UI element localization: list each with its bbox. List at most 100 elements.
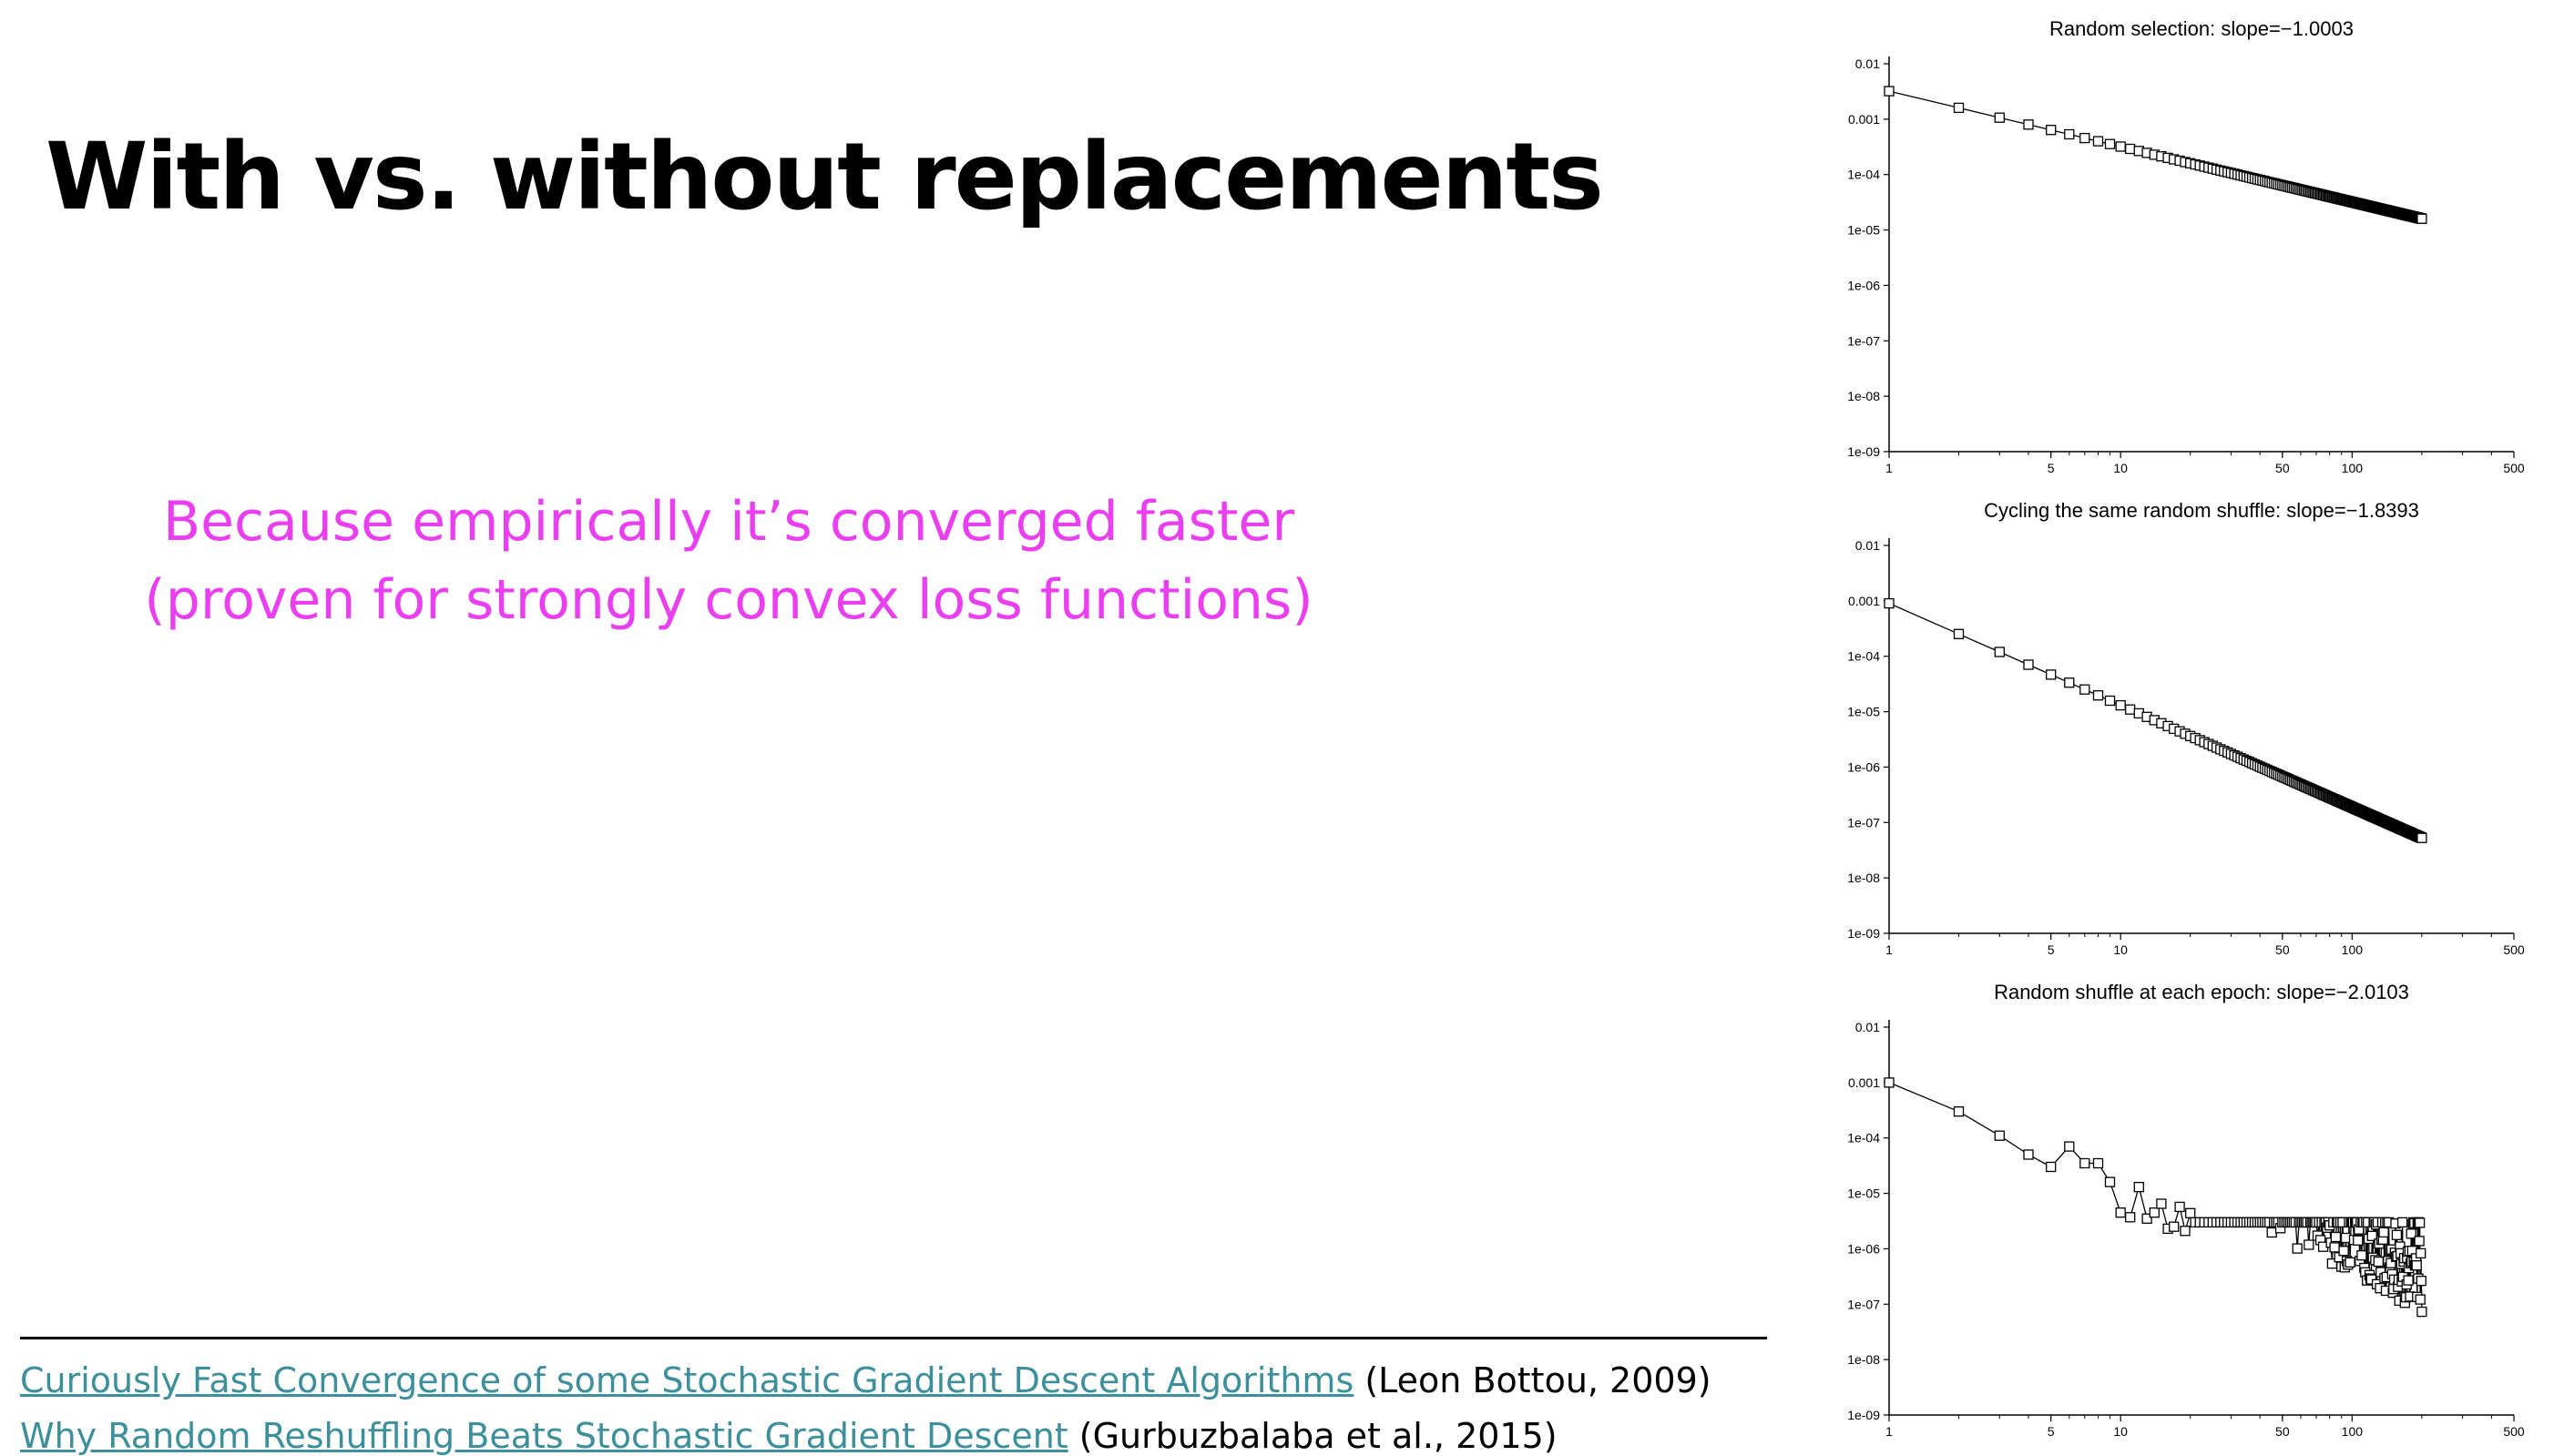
data-point-marker	[2414, 1236, 2425, 1247]
data-point-marker	[2330, 1231, 2342, 1243]
y-tick-label: 1e-04	[1847, 649, 1880, 664]
data-point-marker	[2338, 1246, 2349, 1257]
data-point-marker	[2046, 669, 2057, 680]
data-point-marker	[2416, 1276, 2426, 1287]
reference-2-citation: (Gurbuzbalaba et al., 2015)	[1068, 1416, 1558, 1456]
x-tick-label: 1	[1885, 461, 1893, 475]
x-tick-label: 5	[2048, 461, 2055, 475]
data-point-marker	[2329, 1242, 2340, 1253]
data-point-marker	[2396, 1217, 2408, 1228]
data-point-marker	[2125, 143, 2136, 155]
data-point-marker	[2149, 1207, 2160, 1218]
y-tick-label: 0.001	[1848, 1075, 1880, 1090]
y-tick-label: 1e-06	[1847, 1241, 1880, 1256]
data-point-marker	[2266, 1227, 2277, 1238]
x-tick-label: 500	[2503, 1424, 2525, 1439]
x-tick-label: 50	[2275, 942, 2290, 957]
data-point-marker	[1994, 647, 2005, 657]
y-tick-label: 1e-09	[1847, 1408, 1880, 1422]
data-point-marker	[2378, 1227, 2389, 1238]
data-point-marker	[2416, 1306, 2427, 1318]
references-divider	[20, 1337, 1767, 1339]
x-tick-label: 10	[2113, 942, 2128, 957]
data-point-marker	[2356, 1250, 2367, 1261]
chart-title: Random shuffle at each epoch: slope=−2.0…	[1994, 981, 2409, 1003]
data-point-marker	[2185, 1207, 2196, 1218]
data-point-marker	[2125, 704, 2136, 715]
y-tick-label: 1e-07	[1847, 815, 1880, 830]
data-point-marker	[2415, 1294, 2426, 1305]
data-point-marker	[1884, 1077, 1895, 1088]
x-tick-label: 100	[2342, 461, 2364, 475]
reference-1-citation: (Leon Bottou, 2009)	[1354, 1360, 1711, 1400]
chart-title: Cycling the same random shuffle: slope=−…	[1984, 499, 2419, 522]
y-tick-label: 1e-07	[1847, 333, 1880, 348]
data-point-marker	[2174, 1201, 2185, 1213]
series-line	[1888, 1082, 2423, 1312]
y-tick-label: 1e-09	[1847, 444, 1880, 459]
data-point-marker	[1953, 1106, 1965, 1117]
y-tick-label: 1e-08	[1847, 871, 1880, 885]
data-point-marker	[2064, 1141, 2075, 1152]
data-point-marker	[2079, 684, 2090, 695]
data-point-marker	[2104, 1176, 2116, 1187]
data-point-marker	[2092, 136, 2104, 147]
data-point-marker	[2180, 1226, 2191, 1237]
y-tick-label: 1e-07	[1847, 1297, 1880, 1311]
y-tick-label: 1e-09	[1847, 926, 1880, 941]
reference-1-link[interactable]: Curiously Fast Convergence of some Stoch…	[20, 1360, 1354, 1400]
reference-2: Why Random Reshuffling Beats Stochastic …	[20, 1416, 1558, 1456]
x-tick-label: 50	[2275, 461, 2290, 475]
data-point-marker	[2079, 1157, 2090, 1169]
data-point-marker	[2046, 125, 2057, 136]
y-tick-label: 1e-06	[1847, 759, 1880, 774]
reference-1: Curiously Fast Convergence of some Stoch…	[20, 1360, 1711, 1400]
y-tick-label: 1e-05	[1847, 223, 1880, 238]
data-point-marker	[2353, 1235, 2364, 1246]
data-point-marker	[2115, 1207, 2126, 1218]
data-point-marker	[2079, 132, 2090, 144]
data-point-marker	[2391, 1229, 2403, 1240]
chart-cycling-shuffle: Cycling the same random shuffle: slope=−…	[1847, 499, 2525, 957]
y-tick-label: 0.001	[1848, 112, 1880, 127]
y-tick-label: 0.01	[1855, 1020, 1880, 1034]
data-point-marker	[2385, 1257, 2396, 1268]
data-point-marker	[2115, 699, 2126, 711]
data-point-marker	[2345, 1257, 2355, 1268]
data-point-marker	[2023, 1149, 2034, 1160]
data-point-marker	[2373, 1256, 2384, 1268]
chart-shuffle-each-epoch: Random shuffle at each epoch: slope=−2.0…	[1847, 981, 2525, 1439]
data-point-marker	[1994, 1130, 2005, 1141]
data-point-marker	[2092, 690, 2104, 701]
reference-2-link[interactable]: Why Random Reshuffling Beats Stochastic …	[20, 1416, 1068, 1456]
y-tick-label: 0.001	[1848, 594, 1880, 608]
x-tick-label: 100	[2342, 1424, 2364, 1439]
data-point-marker	[2023, 659, 2034, 670]
y-tick-label: 1e-05	[1847, 1186, 1880, 1201]
subtitle: Because empirically it’s converged faste…	[55, 483, 1403, 639]
data-point-marker	[2046, 1161, 2057, 1173]
data-point-marker	[2141, 1213, 2152, 1224]
data-point-marker	[2115, 141, 2126, 152]
x-tick-label: 100	[2342, 942, 2364, 957]
y-tick-label: 1e-08	[1847, 1352, 1880, 1367]
chart-random-selection: Random selection: slope=−1.0003 1e-09 1e-0…	[1847, 17, 2525, 475]
data-point-marker	[1884, 597, 1895, 609]
data-point-marker	[1953, 628, 1965, 639]
y-tick-label: 0.01	[1855, 538, 1880, 553]
data-point-marker	[2104, 695, 2116, 707]
data-point-marker	[2133, 1181, 2144, 1193]
data-point-marker	[2416, 1247, 2426, 1259]
data-point-marker	[1994, 112, 2005, 123]
subtitle-line-1: Because empirically it’s converged faste…	[162, 490, 1294, 554]
y-tick-label: 1e-04	[1847, 168, 1880, 182]
slide-title: With vs. without replacements	[46, 123, 1604, 231]
x-tick-label: 10	[2113, 461, 2128, 475]
x-tick-label: 1	[1885, 942, 1893, 957]
y-tick-label: 0.01	[1855, 56, 1880, 71]
chart-title: Random selection: slope=−1.0003	[2049, 17, 2354, 40]
subtitle-line-2: (proven for strongly convex loss functio…	[144, 568, 1313, 632]
x-tick-label: 5	[2048, 942, 2055, 957]
data-point-marker	[1884, 86, 1895, 97]
data-point-marker	[2064, 128, 2075, 140]
